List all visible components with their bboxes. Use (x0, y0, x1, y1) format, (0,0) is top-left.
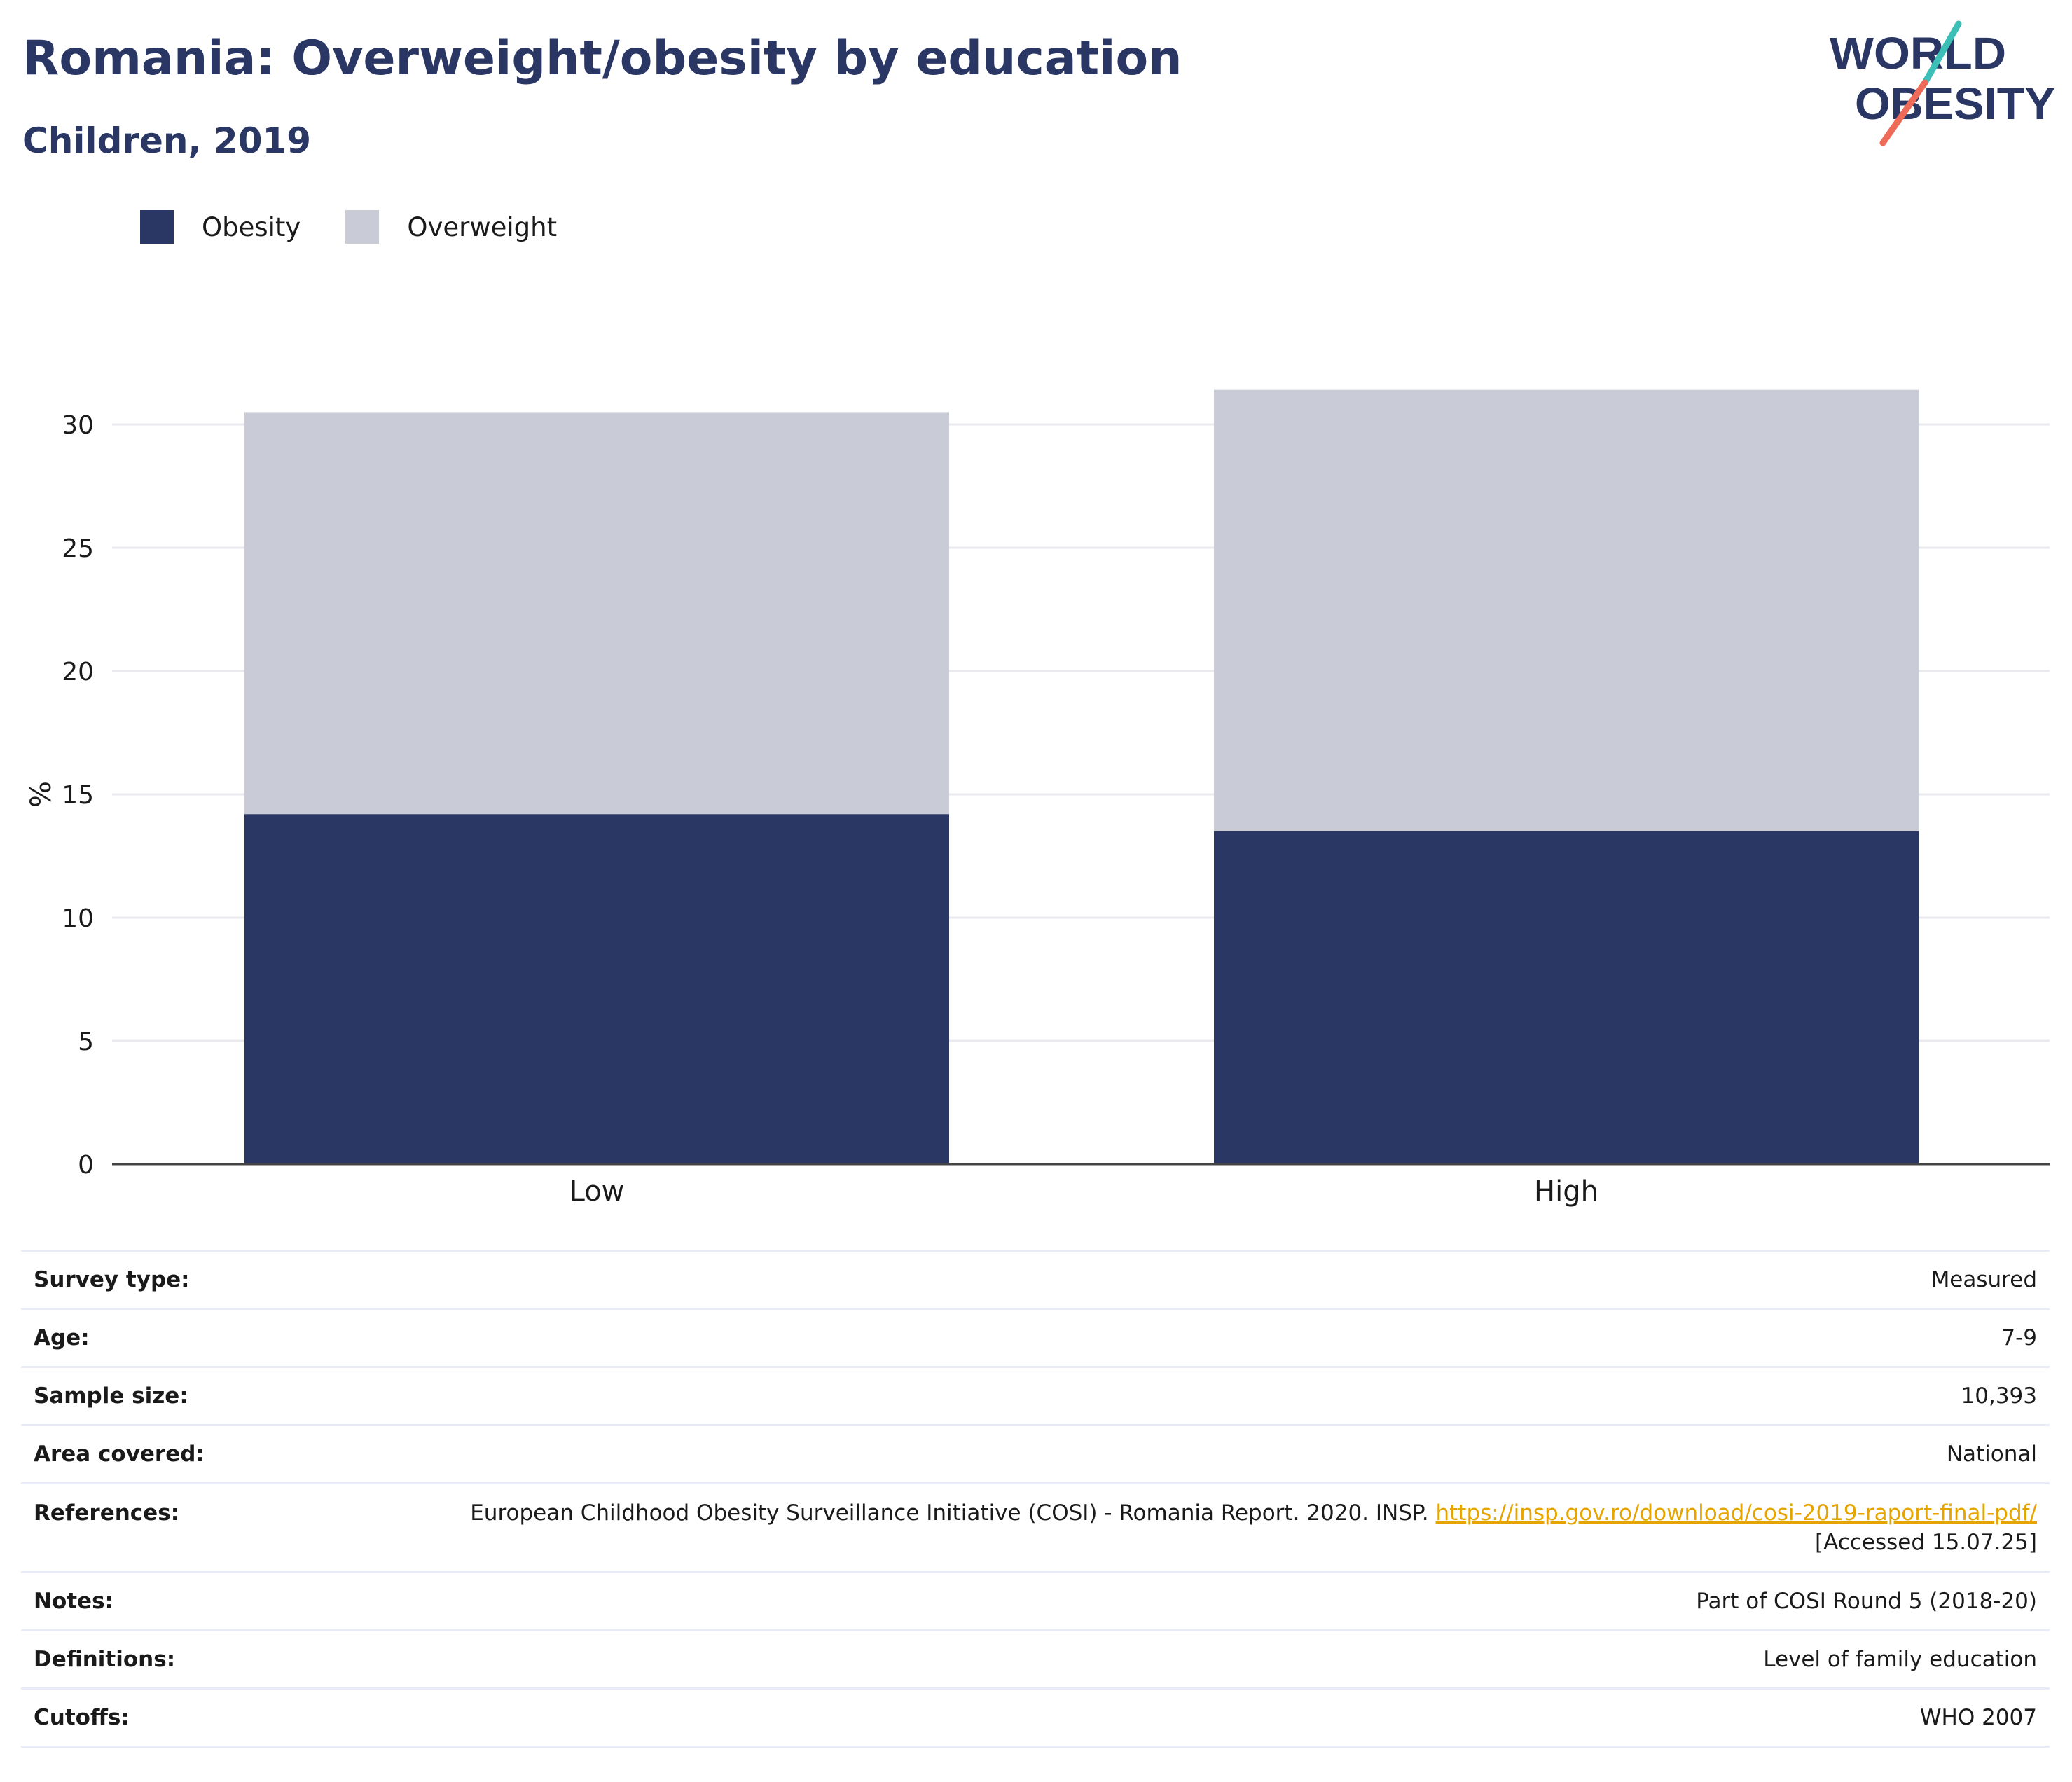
info-row-age: Age: 7-9 (21, 1308, 2050, 1367)
y-tick-label: 0 (78, 1151, 94, 1180)
chart-title: Romania: Overweight/obesity by education (22, 31, 1182, 86)
info-value: National (410, 1424, 2050, 1484)
legend-swatch-obesity (140, 210, 174, 244)
reference-accessed: [Accessed 15.07.25] (1815, 1530, 2037, 1555)
bar-obesity-high (1214, 831, 1919, 1164)
info-value: 10,393 (410, 1366, 2050, 1425)
info-label: Age: (21, 1308, 410, 1367)
reference-text: European Childhood Obesity Surveillance … (470, 1500, 1429, 1526)
legend-item-obesity[interactable]: Obesity (140, 210, 301, 244)
y-tick-label: 30 (62, 411, 94, 440)
info-row-survey-type: Survey type: Measured (21, 1250, 2050, 1309)
info-row-cutoffs: Cutoffs: WHO 2007 (21, 1687, 2050, 1748)
logo-word-world: WORLD (1830, 28, 2006, 78)
y-tick-label: 10 (62, 904, 94, 933)
info-value: 7-9 (410, 1308, 2050, 1367)
info-row-notes: Notes: Part of COSI Round 5 (2018-20) (21, 1571, 2050, 1631)
info-row-area-covered: Area covered: National (21, 1424, 2050, 1484)
x-tick-label: Low (569, 1175, 625, 1208)
stacked-bar-chart: 0 5 10 15 20 25 30% Low High (25, 389, 2050, 1208)
bar-obesity-low (244, 814, 949, 1164)
logo-slash-coral (1879, 79, 1928, 146)
logo-word-obesity: OBESITY (1855, 78, 2055, 129)
chart-legend: Obesity Overweight (140, 207, 602, 247)
y-tick-label: 5 (78, 1028, 94, 1056)
legend-label-obesity: Obesity (202, 212, 301, 242)
info-label: Notes: (21, 1571, 410, 1631)
info-value: Part of COSI Round 5 (2018-20) (410, 1571, 2050, 1631)
reference-link[interactable]: https://insp.gov.ro/download/cosi-2019-r… (1435, 1500, 2037, 1526)
info-label: Definitions: (21, 1629, 410, 1689)
info-label: Cutoffs: (21, 1687, 410, 1748)
x-tick-label: High (1534, 1175, 1598, 1208)
info-label: References: (21, 1482, 410, 1573)
info-row-references: References: European Childhood Obesity S… (21, 1482, 2050, 1573)
legend-item-overweight[interactable]: Overweight (345, 210, 557, 244)
y-tick-label: 15 (62, 781, 94, 810)
y-tick-label: 20 (62, 658, 94, 686)
info-value: WHO 2007 (410, 1687, 2050, 1748)
info-value: Level of family education (410, 1629, 2050, 1689)
info-value: Measured (410, 1250, 2050, 1309)
metadata-table: Survey type: Measured Age: 7-9 Sample si… (21, 1250, 2050, 1748)
world-obesity-logo[interactable]: WORLD OBESITY (1821, 20, 2059, 150)
logo-slash-teal (1921, 20, 1962, 86)
y-axis-title: % (25, 781, 57, 808)
info-label: Sample size: (21, 1366, 410, 1425)
y-tick-label: 25 (62, 534, 94, 563)
bar-overweight-low (244, 412, 949, 815)
info-row-definitions: Definitions: Level of family education (21, 1629, 2050, 1689)
info-label: Area covered: (21, 1424, 410, 1484)
legend-swatch-overweight (345, 210, 380, 244)
bar-overweight-high (1214, 389, 1919, 831)
info-row-sample-size: Sample size: 10,393 (21, 1366, 2050, 1425)
info-value: European Childhood Obesity Surveillance … (410, 1482, 2050, 1573)
chart-subtitle: Children, 2019 (22, 120, 312, 161)
legend-label-overweight: Overweight (407, 212, 558, 242)
info-label: Survey type: (21, 1250, 410, 1309)
